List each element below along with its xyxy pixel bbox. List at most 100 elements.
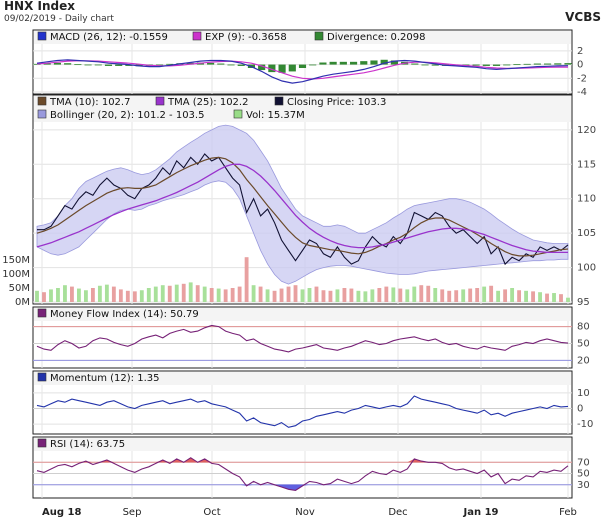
bollinger-band xyxy=(36,124,569,285)
macd-divergence-bar xyxy=(104,64,113,66)
volume-bar xyxy=(412,286,417,302)
volume-bar xyxy=(90,288,95,302)
macd-divergence-bar xyxy=(278,64,286,73)
price-legend-swatch xyxy=(274,96,284,106)
macd-legend-bg xyxy=(34,31,571,44)
volume-bar xyxy=(559,294,563,302)
volume-bar xyxy=(49,289,53,302)
volume-bar xyxy=(209,288,214,302)
volume-bar xyxy=(377,288,382,302)
volume-bar xyxy=(538,292,542,302)
volume-tick-label: 0M xyxy=(15,297,30,308)
volume-bar xyxy=(356,290,361,302)
closing-price-line xyxy=(37,153,569,266)
macd-divergence-bar xyxy=(309,64,317,66)
volume-bar xyxy=(335,289,340,302)
macd-divergence-bar xyxy=(94,64,102,66)
volume-bar xyxy=(258,286,263,302)
macd-ytick-label: 0 xyxy=(577,60,583,71)
volume-bar xyxy=(279,288,284,302)
mfi-ytick-label: 80 xyxy=(577,322,590,333)
volume-bar xyxy=(111,286,116,302)
volume-bar xyxy=(482,286,487,302)
x-axis-label: Nov xyxy=(295,507,315,518)
volume-bar xyxy=(35,290,39,302)
macd-divergence-bar xyxy=(411,63,419,65)
macd-divergence-bar xyxy=(84,64,92,66)
macd-divergence-bar xyxy=(64,63,72,65)
tma10-line xyxy=(36,156,569,257)
macd-divergence-bar xyxy=(217,63,225,65)
page-subtitle: 09/02/2019 - Daily chart xyxy=(4,14,114,24)
price-legend-label: Vol: 15.37M xyxy=(246,110,305,121)
macd-divergence-bar xyxy=(472,64,480,66)
volume-bar xyxy=(489,285,494,302)
volume-bar xyxy=(468,288,473,302)
macd-ytick-label: 2 xyxy=(577,46,583,57)
volume-bar xyxy=(160,285,165,302)
volume-bar xyxy=(510,288,515,302)
volume-bar xyxy=(132,291,137,302)
macd-divergence-bar xyxy=(53,62,61,65)
macd-divergence-bar xyxy=(258,64,266,71)
volume-bar xyxy=(440,289,445,302)
macd-divergence-bar xyxy=(492,64,501,66)
macd-divergence-bar xyxy=(503,64,511,66)
price-ytick-label: 115 xyxy=(577,159,596,170)
rsi-ytick-label: 30 xyxy=(577,480,590,491)
volume-bar xyxy=(272,290,277,302)
macd-legend-swatch xyxy=(314,31,324,41)
rsi-legend-label: RSI (14): 63.75 xyxy=(50,439,125,450)
macd-divergence-bar xyxy=(298,64,307,68)
price-ytick-label: 110 xyxy=(577,194,596,205)
volume-bar xyxy=(244,257,249,302)
price-legend-label: Closing Price: 103.3 xyxy=(287,97,386,108)
mfi-legend-swatch xyxy=(37,308,47,318)
macd-legend-label: EXP (9): -0.3658 xyxy=(205,32,287,43)
x-axis-label: Dec xyxy=(388,507,407,518)
volume-bar xyxy=(517,290,522,302)
volume-bar xyxy=(70,286,74,302)
price-legend-swatch xyxy=(37,96,47,106)
macd-divergence-bar xyxy=(207,62,215,65)
volume-bar xyxy=(230,288,235,302)
macd-divergence-bar xyxy=(482,64,490,66)
momentum-line xyxy=(36,395,569,428)
volume-bar xyxy=(447,290,452,302)
macd-divergence-bar xyxy=(155,64,164,66)
volume-tick-label: 100M xyxy=(2,269,30,280)
volume-bar xyxy=(545,293,549,302)
macd-divergence-bar xyxy=(421,64,429,66)
volume-bar xyxy=(531,291,535,302)
macd-divergence-bar xyxy=(43,63,51,65)
volume-bar xyxy=(349,288,354,302)
macd-legend-label: Divergence: 0.2098 xyxy=(327,32,426,43)
volume-bar xyxy=(384,286,389,302)
x-axis-label: Oct xyxy=(203,507,220,518)
price-legend-swatch xyxy=(233,109,243,119)
macd-divergence-bar xyxy=(33,63,41,65)
macd-divergence-bar xyxy=(349,61,358,65)
volume-bar xyxy=(552,293,556,302)
volume-bar xyxy=(202,286,207,302)
volume-bar xyxy=(293,285,298,302)
volume-bar xyxy=(188,282,193,302)
rsi-ytick-label: 50 xyxy=(577,469,590,480)
momentum-ytick-label: 10 xyxy=(577,388,590,399)
volume-tick-label: 150M xyxy=(2,255,30,266)
macd-divergence-bar xyxy=(339,61,347,65)
volume-bar xyxy=(286,286,291,302)
macd-ytick-label: -2 xyxy=(577,73,587,84)
volume-bar xyxy=(265,289,270,302)
momentum-legend-bg xyxy=(34,372,571,385)
macd-divergence-bar xyxy=(319,62,327,65)
volume-bar xyxy=(104,284,109,302)
volume-bar xyxy=(153,286,158,302)
volume-bar xyxy=(125,290,130,302)
macd-divergence-bar xyxy=(380,59,388,65)
x-axis-label: Feb xyxy=(559,507,577,518)
volume-bar xyxy=(76,288,81,302)
volume-bar xyxy=(321,290,326,302)
price-legend-label: TMA (10): 102.7 xyxy=(49,97,130,108)
rsi-ytick-label: 70 xyxy=(577,457,590,468)
